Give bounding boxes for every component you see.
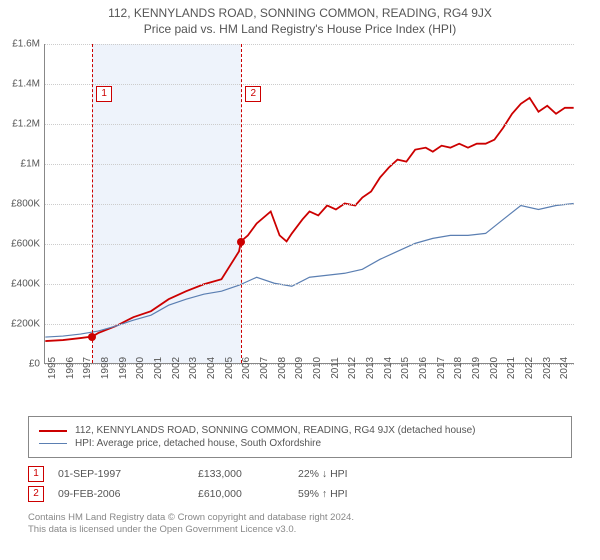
- x-axis-label: 2012: [347, 357, 358, 379]
- chart-gridline: [45, 44, 574, 45]
- chart-title-address: 112, KENNYLANDS ROAD, SONNING COMMON, RE…: [0, 6, 600, 20]
- x-axis-label: 1997: [82, 357, 93, 379]
- legend-row: 112, KENNYLANDS ROAD, SONNING COMMON, RE…: [39, 425, 561, 436]
- sale-marker-dot: [88, 333, 96, 341]
- sale-note-date: 09-FEB-2006: [58, 488, 198, 500]
- legend-row: HPI: Average price, detached house, Sout…: [39, 438, 561, 449]
- x-axis-label: 2021: [506, 357, 517, 379]
- chart-gridline: [45, 84, 574, 85]
- legend-label: 112, KENNYLANDS ROAD, SONNING COMMON, RE…: [75, 425, 476, 436]
- y-axis-label: £400K: [0, 279, 40, 290]
- chart-series-hpi: [45, 204, 573, 338]
- x-axis-label: 2022: [524, 357, 535, 379]
- chart-x-axis: 1995199619971998199920002001200220032004…: [44, 364, 574, 400]
- sale-notes: 1 01-SEP-1997£133,00022% ↓ HPI 2 09-FEB-200…: [28, 466, 572, 502]
- legend-swatch: [39, 430, 67, 432]
- sale-note-row: 1 01-SEP-1997£133,00022% ↓ HPI: [28, 466, 572, 482]
- price-chart-panel: 112, KENNYLANDS ROAD, SONNING COMMON, RE…: [0, 0, 600, 560]
- x-axis-label: 2002: [171, 357, 182, 379]
- sale-note-delta: 22% ↓ HPI: [298, 468, 418, 480]
- sale-note-price: £133,000: [198, 468, 298, 480]
- sale-marker-flag: 2: [245, 86, 261, 102]
- x-axis-label: 2024: [559, 357, 570, 379]
- sale-marker-vline: [241, 44, 242, 363]
- chart-gridline: [45, 124, 574, 125]
- y-axis-label: £600K: [0, 239, 40, 250]
- x-axis-label: 2011: [330, 357, 341, 379]
- x-axis-label: 1995: [47, 357, 58, 379]
- sale-marker-dot: [237, 238, 245, 246]
- y-axis-label: £0: [0, 359, 40, 370]
- sale-note-date: 01-SEP-1997: [58, 468, 198, 480]
- x-axis-label: 2008: [277, 357, 288, 379]
- x-axis-label: 2010: [312, 357, 323, 379]
- x-axis-label: 2009: [294, 357, 305, 379]
- x-axis-label: 2006: [241, 357, 252, 379]
- y-axis-label: £1.4M: [0, 79, 40, 90]
- sale-note-row: 2 09-FEB-2006£610,00059% ↑ HPI: [28, 486, 572, 502]
- sale-note-id: 2: [28, 486, 44, 502]
- y-axis-label: £200K: [0, 319, 40, 330]
- chart-series-property: [45, 98, 573, 341]
- sale-note-price: £610,000: [198, 488, 298, 500]
- chart-plot-area: £0£200K£400K£600K£800K£1M£1.2M£1.4M£1.6M…: [44, 44, 574, 364]
- y-axis-label: £1.2M: [0, 119, 40, 130]
- sale-marker-vline: [92, 44, 93, 363]
- x-axis-label: 2015: [400, 357, 411, 379]
- x-axis-label: 1996: [65, 357, 76, 379]
- x-axis-label: 2003: [188, 357, 199, 379]
- x-axis-label: 2016: [418, 357, 429, 379]
- x-axis-label: 2020: [489, 357, 500, 379]
- chart-title-sub: Price paid vs. HM Land Registry's House …: [0, 22, 600, 36]
- footer-line-1: Contains HM Land Registry data © Crown c…: [28, 512, 572, 524]
- legend-swatch: [39, 443, 67, 444]
- x-axis-label: 2014: [383, 357, 394, 379]
- footer-line-2: This data is licensed under the Open Gov…: [28, 524, 572, 536]
- chart-legend: 112, KENNYLANDS ROAD, SONNING COMMON, RE…: [28, 416, 572, 458]
- x-axis-label: 2000: [135, 357, 146, 379]
- chart-gridline: [45, 324, 574, 325]
- y-axis-label: £1.6M: [0, 39, 40, 50]
- x-axis-label: 1999: [118, 357, 129, 379]
- chart-gridline: [45, 204, 574, 205]
- x-axis-label: 2013: [365, 357, 376, 379]
- sale-note-id: 1: [28, 466, 44, 482]
- chart-titles: 112, KENNYLANDS ROAD, SONNING COMMON, RE…: [0, 0, 600, 36]
- x-axis-label: 1998: [100, 357, 111, 379]
- x-axis-label: 2023: [542, 357, 553, 379]
- x-axis-label: 2005: [224, 357, 235, 379]
- sale-marker-flag: 1: [96, 86, 112, 102]
- x-axis-label: 2004: [206, 357, 217, 379]
- x-axis-label: 2007: [259, 357, 270, 379]
- chart-gridline: [45, 284, 574, 285]
- x-axis-label: 2001: [153, 357, 164, 379]
- chart-gridline: [45, 164, 574, 165]
- x-axis-label: 2019: [471, 357, 482, 379]
- y-axis-label: £800K: [0, 199, 40, 210]
- x-axis-label: 2017: [436, 357, 447, 379]
- chart-gridline: [45, 244, 574, 245]
- sale-note-delta: 59% ↑ HPI: [298, 488, 418, 500]
- y-axis-label: £1M: [0, 159, 40, 170]
- chart-footer: Contains HM Land Registry data © Crown c…: [28, 512, 572, 537]
- legend-label: HPI: Average price, detached house, Sout…: [75, 438, 321, 449]
- x-axis-label: 2018: [453, 357, 464, 379]
